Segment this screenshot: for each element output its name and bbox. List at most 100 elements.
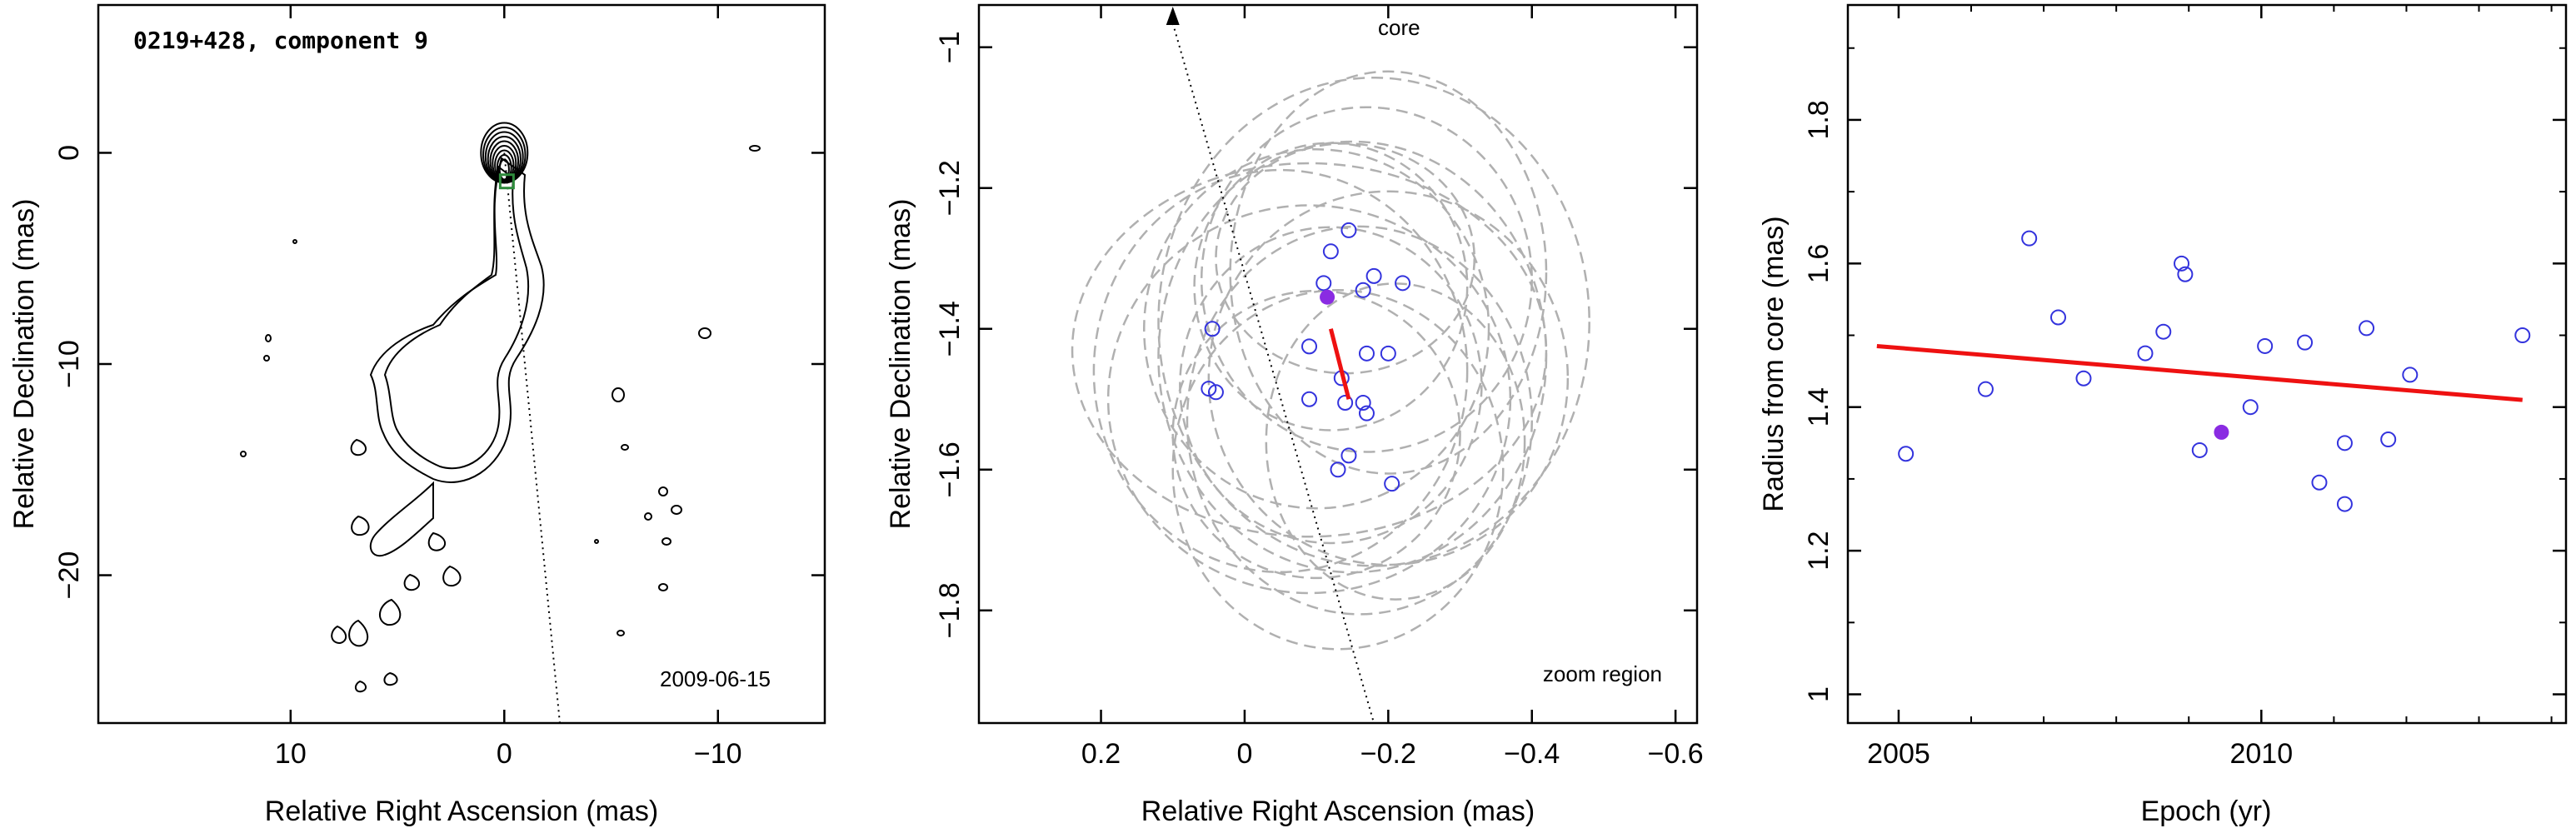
error-ellipse xyxy=(1229,70,1548,475)
radius-point xyxy=(2359,320,2375,337)
radius-point xyxy=(2336,496,2353,512)
position-point xyxy=(1330,461,1346,478)
panel1-xlabel: Relative Right Ascension (mas) xyxy=(265,796,658,827)
radius-point xyxy=(2380,431,2397,448)
position-point xyxy=(1355,282,1371,298)
jet-contour xyxy=(355,680,367,693)
isolated-contour xyxy=(265,334,272,342)
radius-point xyxy=(2242,399,2259,416)
error-ellipse xyxy=(1071,162,1548,538)
error-ellipse xyxy=(1207,190,1570,566)
radius-point xyxy=(2050,309,2067,326)
panel1-ylabel: Relative Declination (mas) xyxy=(8,199,40,530)
position-point xyxy=(1301,391,1318,407)
position-point xyxy=(1365,267,1382,284)
x-tick-label: 2005 xyxy=(1867,738,1930,770)
position-point xyxy=(1337,394,1354,411)
y-tick-label: −1.2 xyxy=(934,160,966,216)
jet-contour xyxy=(379,598,402,626)
position-point xyxy=(1301,338,1318,355)
radius-point xyxy=(2137,345,2154,362)
jet-contour xyxy=(383,165,530,470)
core-direction-line xyxy=(1171,22,1375,724)
isolated-contour xyxy=(644,512,652,521)
y-tick-label: −1.6 xyxy=(934,441,966,497)
isolated-contour xyxy=(658,486,668,496)
panel2-zoom-annotation: zoom region xyxy=(1543,661,1662,686)
x-tick-label: −0.4 xyxy=(1504,738,1560,770)
position-point xyxy=(1380,345,1396,362)
position-point xyxy=(1340,222,1357,238)
x-tick-label: 0 xyxy=(497,738,512,770)
radius-point xyxy=(2021,230,2038,247)
jet-contour xyxy=(403,573,420,591)
x-tick-label: 0 xyxy=(1236,738,1252,770)
panel1-title: 0219+428, component 9 xyxy=(133,27,428,54)
isolated-contour xyxy=(292,239,297,244)
jet-contour xyxy=(369,157,545,483)
panel2-frame xyxy=(977,3,1699,725)
error-ellipse xyxy=(1215,142,1476,375)
error-ellipse xyxy=(1106,204,1512,595)
highlight-point xyxy=(1320,289,1335,305)
isolated-contour xyxy=(612,387,625,402)
error-ellipse xyxy=(1092,168,1469,574)
error-ellipse xyxy=(1171,289,1505,651)
highlight-point xyxy=(2214,424,2229,440)
isolated-contour xyxy=(594,539,599,544)
jet-contour xyxy=(331,625,347,645)
position-point xyxy=(1322,243,1339,260)
motion-vector xyxy=(1328,328,1351,400)
x-tick-label: −0.6 xyxy=(1648,738,1704,770)
position-point xyxy=(1315,275,1332,292)
jet-contour xyxy=(350,438,367,456)
y-tick-label: 1.2 xyxy=(1803,531,1835,570)
isolated-contour xyxy=(749,145,761,152)
y-tick-label: 1.6 xyxy=(1803,244,1835,283)
isolated-contour xyxy=(621,444,629,451)
isolated-contour xyxy=(617,630,625,636)
radius-epoch-panel: 2005 2010 1 1.2 1.4 1.6 1.8 Epoch (yr) Radius … xyxy=(1758,3,2568,827)
y-tick-label: 1.4 xyxy=(1803,387,1835,426)
position-point xyxy=(1207,384,1224,401)
isolated-contour xyxy=(671,505,682,515)
x-tick-label: 2010 xyxy=(2229,738,2293,770)
panel3-frame xyxy=(1846,3,2568,725)
radius-point xyxy=(2155,323,2172,340)
y-tick-label: 1.8 xyxy=(1803,100,1835,139)
position-point xyxy=(1358,345,1375,362)
error-ellipse xyxy=(1179,226,1483,545)
y-tick-label: −1.8 xyxy=(934,582,966,638)
error-ellipse xyxy=(1143,147,1490,510)
jet-contour xyxy=(383,671,398,686)
y-tick-label: −1 xyxy=(934,31,966,63)
position-point xyxy=(1204,321,1221,337)
position-point xyxy=(1340,447,1357,464)
contour-plot xyxy=(240,122,761,693)
x-tick-label: 10 xyxy=(275,738,307,770)
radius-point xyxy=(2257,337,2274,354)
y-tick-label: 1 xyxy=(1803,686,1835,702)
panel3-ylabel: Radius from core (mas) xyxy=(1758,216,1790,511)
radius-point xyxy=(1898,446,1915,462)
y-tick-label: −10 xyxy=(53,340,85,388)
position-point xyxy=(1201,381,1217,397)
jet-contour xyxy=(348,619,368,647)
panel2-ylabel: Relative Declination (mas) xyxy=(885,199,916,530)
position-point xyxy=(1384,476,1400,492)
radius-point xyxy=(2177,266,2194,282)
radius-point xyxy=(2174,255,2190,272)
contour-map-panel: 10 0 −10 0 −10 −20 0219+428, component 9 2009… xyxy=(8,3,826,827)
isolated-contour xyxy=(698,327,711,339)
jet-contour xyxy=(427,531,447,551)
y-tick-label: −20 xyxy=(53,551,85,600)
panel3-xlabel: Epoch (yr) xyxy=(2141,796,2272,827)
panel2-core-annotation: core xyxy=(1378,15,1420,40)
position-point xyxy=(1355,394,1371,411)
panel2-xlabel: Relative Right Ascension (mas) xyxy=(1141,796,1535,827)
error-ellipse xyxy=(1200,106,1533,453)
isolated-contour xyxy=(240,451,247,457)
radius-point xyxy=(2297,334,2314,351)
jet-contour xyxy=(369,481,434,557)
